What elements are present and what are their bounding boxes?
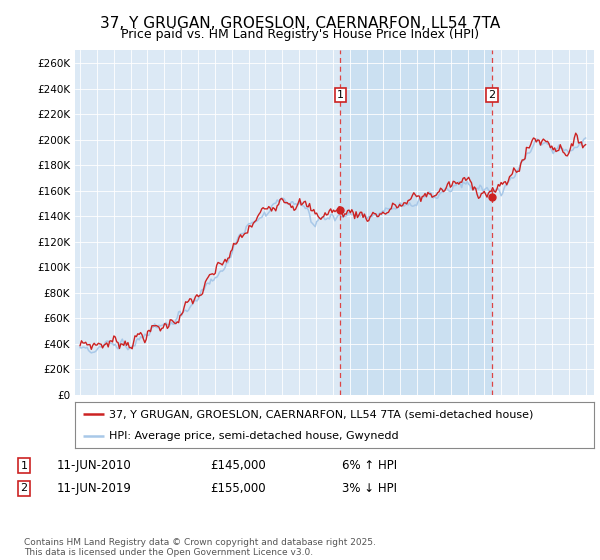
Text: £155,000: £155,000: [210, 482, 266, 495]
Text: £145,000: £145,000: [210, 459, 266, 473]
Text: 11-JUN-2019: 11-JUN-2019: [57, 482, 132, 495]
Text: 1: 1: [337, 90, 344, 100]
Text: Contains HM Land Registry data © Crown copyright and database right 2025.
This d: Contains HM Land Registry data © Crown c…: [24, 538, 376, 557]
Text: 37, Y GRUGAN, GROESLON, CAERNARFON, LL54 7TA: 37, Y GRUGAN, GROESLON, CAERNARFON, LL54…: [100, 16, 500, 31]
Text: 1: 1: [20, 461, 28, 471]
Text: Price paid vs. HM Land Registry's House Price Index (HPI): Price paid vs. HM Land Registry's House …: [121, 28, 479, 41]
Text: 11-JUN-2010: 11-JUN-2010: [57, 459, 132, 473]
Text: 6% ↑ HPI: 6% ↑ HPI: [342, 459, 397, 473]
Text: HPI: Average price, semi-detached house, Gwynedd: HPI: Average price, semi-detached house,…: [109, 431, 398, 441]
Text: 37, Y GRUGAN, GROESLON, CAERNARFON, LL54 7TA (semi-detached house): 37, Y GRUGAN, GROESLON, CAERNARFON, LL54…: [109, 409, 533, 419]
Text: 3% ↓ HPI: 3% ↓ HPI: [342, 482, 397, 495]
Text: 2: 2: [20, 483, 28, 493]
Bar: [340, 50, 492, 395]
Text: 2: 2: [488, 90, 496, 100]
